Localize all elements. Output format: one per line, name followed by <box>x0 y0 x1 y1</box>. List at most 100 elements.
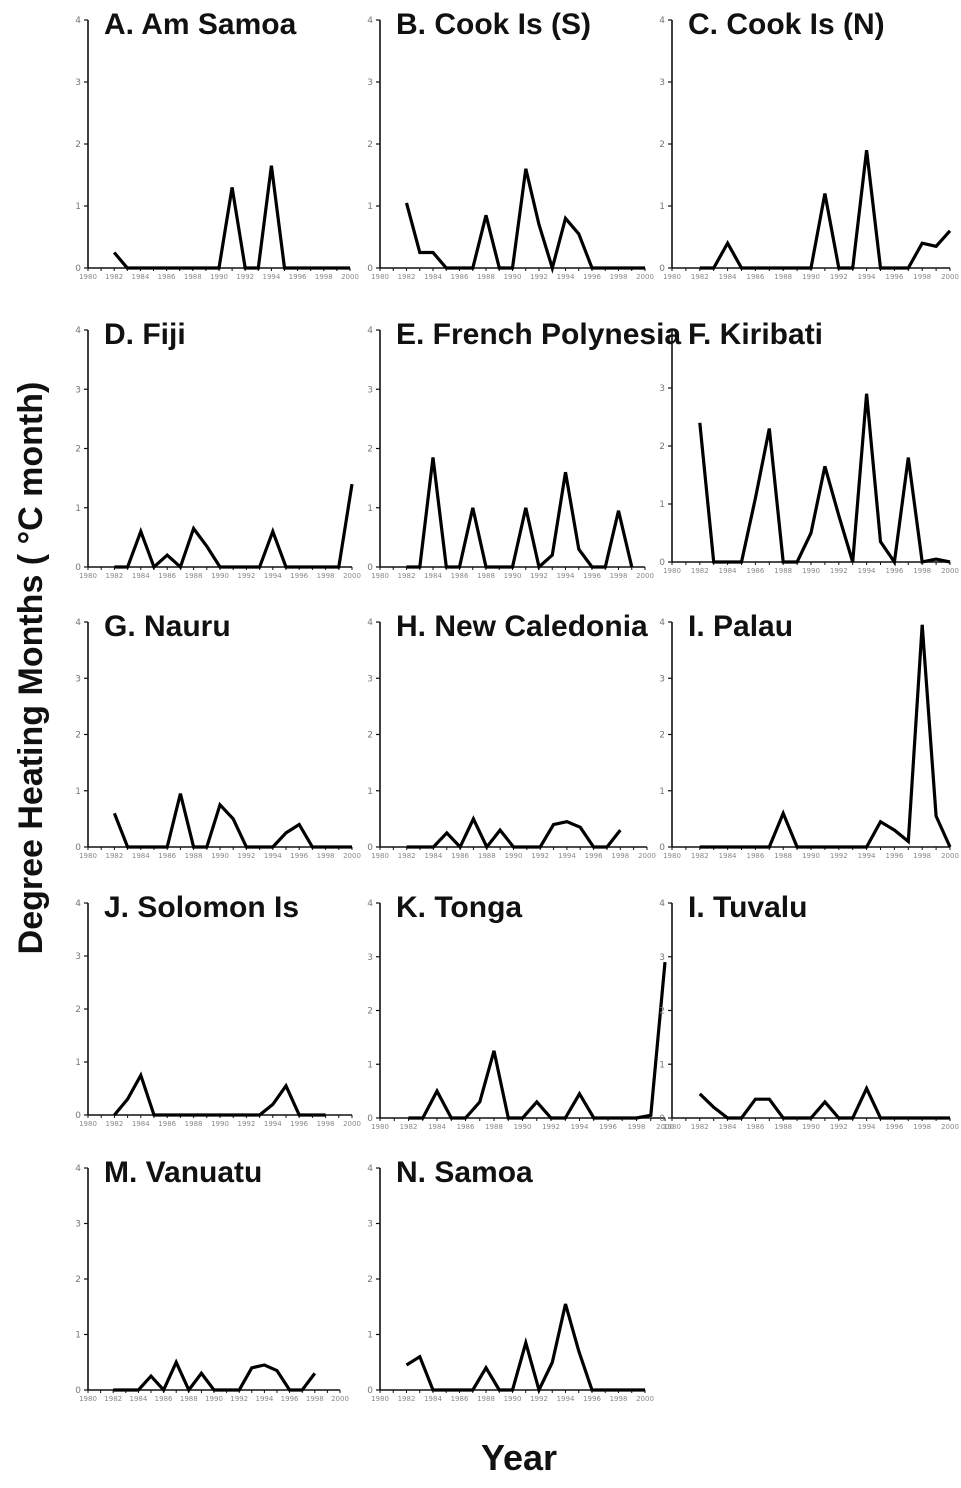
x-tick-label: 1982 <box>398 273 416 281</box>
x-tick-label: 1996 <box>583 572 601 580</box>
y-tick-label: 2 <box>367 445 373 455</box>
x-tick-label: 1994 <box>264 852 282 860</box>
series-line <box>700 394 950 562</box>
y-tick-label: 1 <box>659 1060 665 1070</box>
x-tick-label: 1996 <box>290 1120 308 1128</box>
x-tick-label: 1994 <box>858 567 876 575</box>
x-tick-label: 1984 <box>424 273 442 281</box>
x-tick-label: 1992 <box>830 852 848 860</box>
x-tick-label: 1998 <box>610 572 628 580</box>
x-tick-label: 1988 <box>185 852 203 860</box>
x-tick-label: 1998 <box>913 852 931 860</box>
x-tick-label: 1994 <box>558 852 576 860</box>
x-tick-label: 1998 <box>913 1123 931 1131</box>
x-tick-label: 1998 <box>317 852 335 860</box>
x-tick-label: 1984 <box>424 1395 442 1403</box>
y-tick-label: 2 <box>659 1007 665 1017</box>
x-tick-label: 1986 <box>451 572 469 580</box>
series-line <box>407 169 646 268</box>
x-tick-label: 1982 <box>105 273 123 281</box>
y-tick-label: 2 <box>367 731 373 741</box>
x-tick-label: 1982 <box>398 852 416 860</box>
x-tick-label: 1982 <box>400 1123 418 1131</box>
y-tick-label: 4 <box>75 326 81 336</box>
x-tick-label: 1998 <box>628 1123 646 1131</box>
y-tick-label: 1 <box>367 202 373 212</box>
x-tick-label: 2000 <box>941 852 959 860</box>
y-tick-label: 1 <box>367 787 373 797</box>
x-tick-label: 1984 <box>428 1123 446 1131</box>
x-tick-label: 2000 <box>941 1123 959 1131</box>
y-tick-label: 4 <box>659 16 665 26</box>
y-tick-label: 2 <box>367 1007 373 1017</box>
y-tick-label: 3 <box>367 953 373 963</box>
x-tick-label: 1982 <box>691 1123 709 1131</box>
x-tick-label: 1996 <box>599 1123 617 1131</box>
y-tick-label: 4 <box>75 618 81 628</box>
y-tick-label: 2 <box>367 140 373 150</box>
x-tick-label: 1990 <box>514 1123 532 1131</box>
x-tick-label: 1986 <box>158 572 176 580</box>
panel-title: E. French Polynesia <box>396 318 681 351</box>
x-tick-label: 1992 <box>237 572 255 580</box>
x-tick-label: 1990 <box>504 1395 522 1403</box>
y-tick-label: 1 <box>659 202 665 212</box>
panel-title: M. Vanuatu <box>104 1156 262 1189</box>
x-tick-label: 2000 <box>636 572 654 580</box>
x-tick-label: 2000 <box>343 572 361 580</box>
x-tick-label: 1988 <box>477 273 495 281</box>
panel-title: C. Cook Is (N) <box>688 8 885 41</box>
x-tick-label: 1984 <box>132 1120 150 1128</box>
panel-title: J. Solomon Is <box>104 891 299 924</box>
series-line <box>114 166 350 268</box>
y-tick-label: 2 <box>75 140 81 150</box>
y-tick-label: 1 <box>659 787 665 797</box>
x-tick-label: 1988 <box>774 273 792 281</box>
panel-title: F. Kiribati <box>688 318 823 351</box>
x-tick-label: 1996 <box>583 1395 601 1403</box>
x-tick-label: 1994 <box>858 273 876 281</box>
y-tick-label: 3 <box>659 384 665 394</box>
x-tick-label: 1982 <box>105 572 123 580</box>
y-tick-label: 1 <box>659 500 665 510</box>
x-tick-label: 1984 <box>719 567 737 575</box>
y-tick-label: 3 <box>75 78 81 88</box>
x-tick-label: 1980 <box>371 572 389 580</box>
y-tick-label: 2 <box>75 731 81 741</box>
x-tick-label: 1994 <box>255 1395 273 1403</box>
x-tick-label: 1980 <box>371 273 389 281</box>
x-tick-label: 1994 <box>557 273 575 281</box>
series-line <box>407 1304 646 1390</box>
x-tick-label: 2000 <box>636 1395 654 1403</box>
x-tick-label: 1988 <box>184 273 202 281</box>
y-tick-label: 4 <box>659 618 665 628</box>
x-tick-label: 1996 <box>289 273 307 281</box>
x-axis-title: Year <box>481 1437 557 1478</box>
x-tick-label: 1984 <box>424 572 442 580</box>
x-tick-label: 1982 <box>691 273 709 281</box>
series-line <box>114 484 352 567</box>
y-axis-title: Degree Heating Months ( °C month) <box>12 382 50 955</box>
x-tick-label: 1990 <box>802 273 820 281</box>
x-tick-label: 1984 <box>131 273 149 281</box>
series-line <box>113 1362 315 1390</box>
x-tick-label: 1986 <box>451 273 469 281</box>
x-tick-label: 1982 <box>398 572 416 580</box>
y-tick-label: 1 <box>75 1058 81 1068</box>
x-tick-label: 1992 <box>236 273 254 281</box>
x-tick-label: 1992 <box>530 1395 548 1403</box>
x-tick-label: 1996 <box>585 852 603 860</box>
x-tick-label: 1992 <box>237 1120 255 1128</box>
y-tick-label: 1 <box>75 787 81 797</box>
x-tick-label: 1990 <box>504 572 522 580</box>
x-tick-label: 1988 <box>180 1395 198 1403</box>
x-tick-label: 1980 <box>371 852 389 860</box>
y-tick-label: 2 <box>75 1005 81 1015</box>
x-tick-label: 1992 <box>830 567 848 575</box>
y-tick-label: 1 <box>367 1331 373 1341</box>
